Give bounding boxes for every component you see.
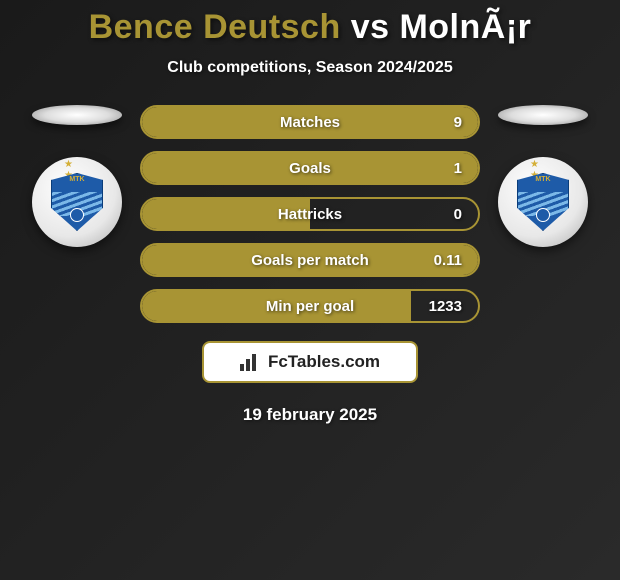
stat-value: 1 [454, 160, 462, 177]
subtitle: Club competitions, Season 2024/2025 [0, 59, 620, 77]
stat-row: Min per goal 1233 [140, 289, 480, 323]
stat-row: Goals 1 [140, 151, 480, 185]
player1-disc [32, 105, 122, 125]
page-title: Bence Deutsch vs MolnÃ¡r [0, 0, 620, 47]
player2-name: MolnÃ¡r [399, 8, 531, 46]
stat-label: Hattricks [278, 206, 342, 223]
shield-icon: ★ ★ ★ MTK [517, 173, 569, 231]
stat-label: Min per goal [266, 298, 354, 315]
stat-label: Goals [289, 160, 331, 177]
shield-icon: ★ ★ ★ MTK [51, 173, 103, 231]
content-row: ★ ★ ★ MTK Matches 9 Goals 1 Hattricks 0 Goals … [0, 105, 620, 323]
stat-value: 1233 [429, 298, 462, 315]
stat-value: 9 [454, 114, 462, 131]
stat-row: Hattricks 0 [140, 197, 480, 231]
stat-row: Goals per match 0.11 [140, 243, 480, 277]
vs-text: vs [351, 8, 390, 46]
stats-column: Matches 9 Goals 1 Hattricks 0 Goals per match 0… [140, 105, 480, 323]
bar-chart-icon [240, 353, 264, 371]
left-column: ★ ★ ★ MTK [32, 105, 122, 247]
player2-club-badge: ★ ★ ★ MTK [498, 157, 588, 247]
badge-text: MTK [518, 176, 568, 183]
player1-name: Bence Deutsch [89, 8, 341, 46]
stat-label: Goals per match [251, 252, 369, 269]
stat-label: Matches [280, 114, 340, 131]
right-column: ★ ★ ★ MTK [498, 105, 588, 247]
brand-text: FcTables.com [268, 352, 380, 372]
player2-disc [498, 105, 588, 125]
date-text: 19 february 2025 [0, 405, 620, 425]
badge-text: MTK [52, 176, 102, 183]
brand-box[interactable]: FcTables.com [202, 341, 418, 383]
stat-value: 0.11 [434, 252, 462, 269]
player1-club-badge: ★ ★ ★ MTK [32, 157, 122, 247]
stat-value: 0 [454, 206, 462, 223]
stat-row: Matches 9 [140, 105, 480, 139]
